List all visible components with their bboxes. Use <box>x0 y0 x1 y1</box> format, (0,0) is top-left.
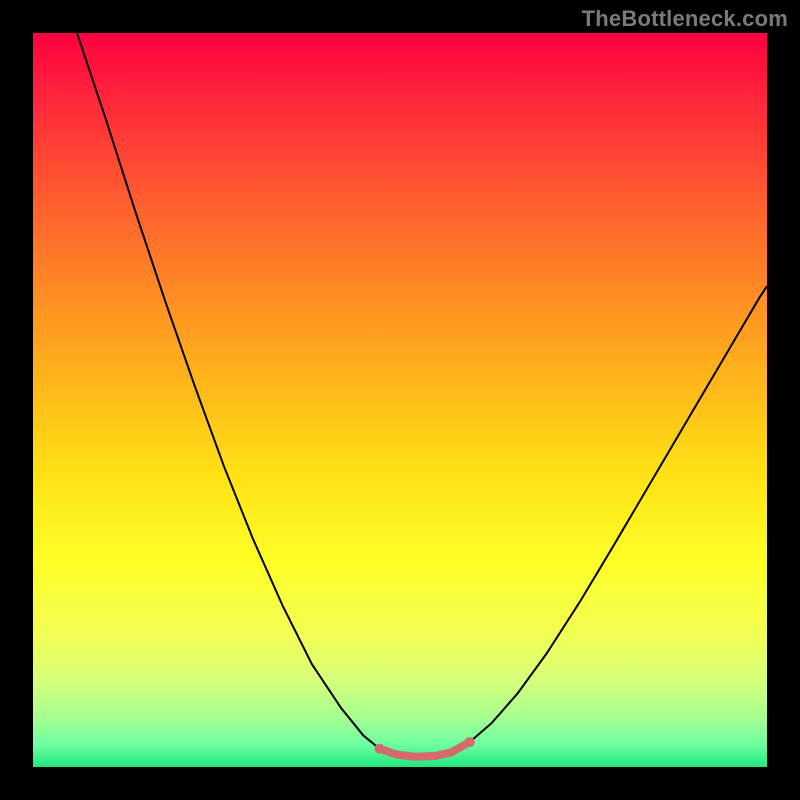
accent-endpoint-dot <box>374 744 384 754</box>
gradient-background <box>33 33 767 767</box>
accent-endpoint-dot <box>465 737 475 747</box>
chart-frame: TheBottleneck.com <box>0 0 800 800</box>
watermark-text: TheBottleneck.com <box>582 6 788 32</box>
plot-area <box>33 33 767 767</box>
v-curve-chart <box>33 33 767 767</box>
